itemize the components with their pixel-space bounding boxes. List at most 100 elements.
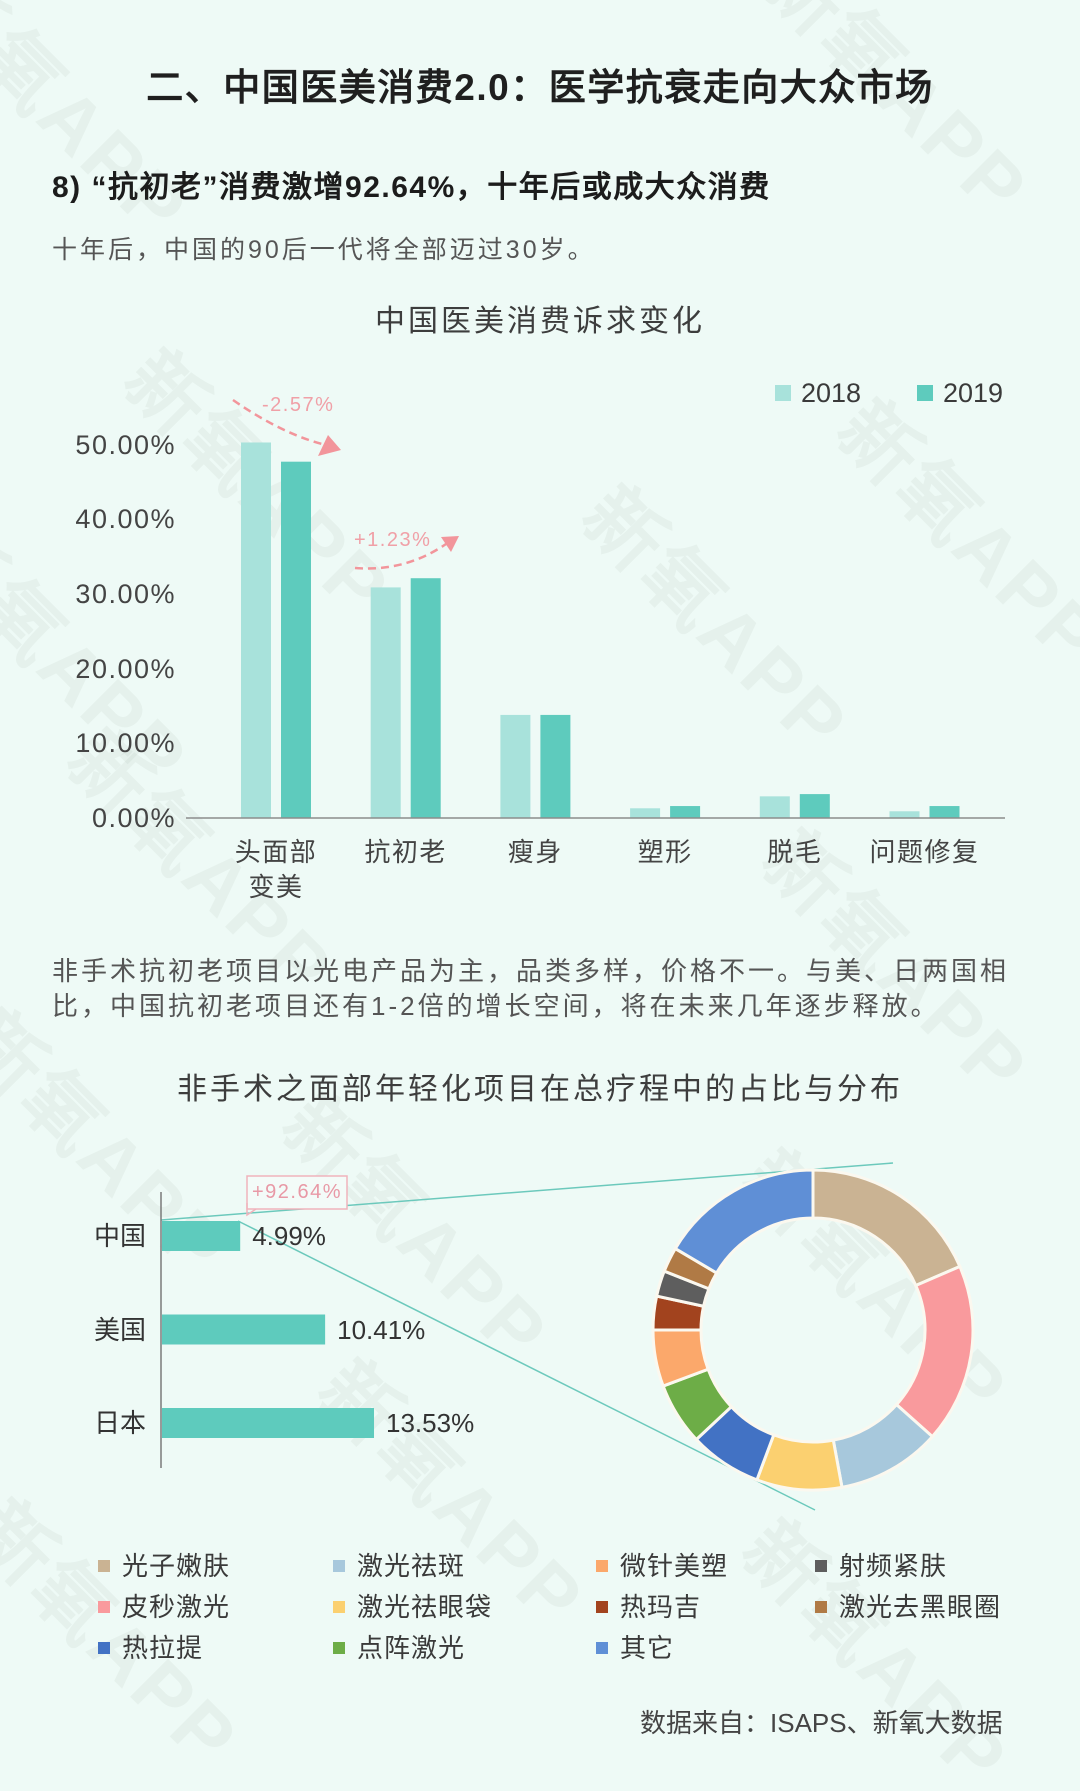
legend-swatch xyxy=(815,1601,827,1613)
legend-swatch xyxy=(333,1560,345,1572)
donut-segment xyxy=(811,1168,962,1288)
legend-item-2019: 2019 xyxy=(917,375,1003,411)
legend-item: 点阵激光 xyxy=(333,1630,465,1666)
legend-swatch xyxy=(596,1642,608,1654)
bar-2019 xyxy=(670,806,701,818)
legend-label: 激光去黑眼圈 xyxy=(839,1592,1002,1622)
bar-2019 xyxy=(410,578,441,818)
legend-label: 激光祛斑 xyxy=(357,1551,466,1581)
x-axis-label: 塑形 xyxy=(637,837,693,867)
legend-item: 射频紧肤 xyxy=(815,1548,947,1584)
donut-segment xyxy=(894,1264,975,1439)
legend-swatch xyxy=(98,1601,110,1613)
legend-item: 微针美塑 xyxy=(596,1548,728,1584)
legend-label: 微针美塑 xyxy=(620,1551,729,1581)
legend-swatch xyxy=(98,1642,110,1654)
donut-segment xyxy=(651,1294,706,1332)
donut-segment xyxy=(654,1269,711,1309)
watermark: 新氧APP xyxy=(745,0,1046,235)
y-axis-tick-label: 10.00% xyxy=(75,728,176,759)
x-axis-label: 脱毛 xyxy=(767,837,823,867)
donut-segment xyxy=(831,1402,935,1490)
bar-2018 xyxy=(889,811,920,818)
y-axis-tick-label: 30.00% xyxy=(75,578,176,609)
donut-segment xyxy=(661,1367,734,1442)
section-title: 二、中国医美消费2.0：医学抗衰走向大众市场 xyxy=(146,67,934,108)
value-label: 4.99% xyxy=(252,1221,326,1251)
y-axis-tick-label: 40.00% xyxy=(75,504,176,535)
country-bar xyxy=(162,1408,375,1438)
bar-2018 xyxy=(241,442,271,818)
legend-label: 点阵激光 xyxy=(357,1633,466,1663)
donut-segment xyxy=(662,1246,719,1291)
chart-title: 非手术之面部年轻化项目在总疗程中的占比与分布 xyxy=(177,1073,903,1106)
legend-swatch xyxy=(333,1601,345,1613)
y-axis-tick-label: 0.00% xyxy=(91,803,176,833)
legend-swatch xyxy=(917,385,933,401)
watermark: 新氧APP xyxy=(820,384,1080,685)
legend-swatch xyxy=(98,1560,110,1572)
connector-lines xyxy=(160,1162,894,1511)
donut-segment xyxy=(754,1432,844,1492)
chart-title: 中国医美消费诉求变化 xyxy=(375,305,705,338)
bar-2019 xyxy=(929,806,960,818)
legend-label: 热玛吉 xyxy=(620,1592,702,1622)
x-axis-label: 瘦身 xyxy=(507,837,563,867)
legend-label: 射频紧肤 xyxy=(839,1551,948,1581)
annotation-label: -2.57% xyxy=(262,394,335,416)
value-label: 13.53% xyxy=(386,1408,475,1438)
y-axis-tick-label: 50.00% xyxy=(75,429,176,460)
callout-label: +92.64% xyxy=(251,1181,342,1203)
watermark: 新氧APP xyxy=(725,1134,1026,1435)
legend-swatch xyxy=(333,1642,345,1654)
legend-label: 其它 xyxy=(620,1633,675,1663)
data-source: 数据来自：ISAPS、新氧大数据 xyxy=(640,1708,1003,1738)
legend-item-2018: 2018 xyxy=(775,375,861,411)
legend-item: 激光去黑眼圈 xyxy=(815,1589,1001,1625)
legend-item: 热玛吉 xyxy=(596,1589,701,1625)
watermark: 新氧APP xyxy=(0,0,206,255)
legend-swatch xyxy=(596,1601,608,1613)
legend-item: 其它 xyxy=(596,1630,674,1666)
bar-2019 xyxy=(281,461,311,818)
watermark: 新氧APP xyxy=(725,1504,1026,1791)
bar-2019 xyxy=(799,794,830,818)
legend-swatch xyxy=(815,1560,827,1572)
legend-swatch xyxy=(596,1560,608,1572)
watermark: 新氧APP xyxy=(565,470,866,771)
x-axis-label: 抗初老 xyxy=(364,837,447,867)
country-bar xyxy=(162,1221,241,1251)
y-axis-tick-label: 20.00% xyxy=(75,653,176,684)
donut-segment xyxy=(673,1168,815,1276)
legend-item: 激光祛眼袋 xyxy=(333,1589,492,1625)
x-axis-label: 头面部 变美 xyxy=(234,837,318,902)
country-label: 日本 xyxy=(93,1408,146,1438)
legend-label: 2019 xyxy=(943,378,1004,408)
legend-label: 光子嫩肤 xyxy=(122,1551,231,1581)
donut-segment xyxy=(694,1404,776,1482)
x-axis-label: 问题修复 xyxy=(869,837,980,867)
legend-item: 皮秒激光 xyxy=(98,1589,230,1625)
legend-item: 光子嫩肤 xyxy=(98,1548,230,1584)
legend-item: 激光祛斑 xyxy=(333,1548,465,1584)
value-label: 10.41% xyxy=(337,1314,426,1345)
body-paragraph: 非手术抗初老项目以光电产品为主，品类多样，价格不一。与美、日两国相比，中国抗初老… xyxy=(52,956,1010,1021)
bar-2019 xyxy=(540,714,571,818)
intro-text: 十年后，中国的90后一代将全部迈过30岁。 xyxy=(52,236,596,264)
legend-item: 热拉提 xyxy=(98,1630,203,1666)
bar-2018 xyxy=(500,714,531,818)
bar-2018 xyxy=(759,796,790,818)
legend-label: 皮秒激光 xyxy=(122,1592,231,1622)
bar-2018 xyxy=(370,587,401,818)
subsection-title: 8) “抗初老”消费激增92.64%，十年后或成大众消费 xyxy=(52,171,771,204)
annotation-label: +1.23% xyxy=(354,529,432,551)
donut-chart xyxy=(651,1168,975,1492)
country-label: 中国 xyxy=(93,1221,146,1251)
legend-label: 热拉提 xyxy=(122,1633,204,1663)
country-label: 美国 xyxy=(93,1314,146,1345)
bar-2018 xyxy=(630,808,661,818)
legend-label: 2018 xyxy=(801,378,862,408)
donut-segment xyxy=(651,1328,711,1389)
